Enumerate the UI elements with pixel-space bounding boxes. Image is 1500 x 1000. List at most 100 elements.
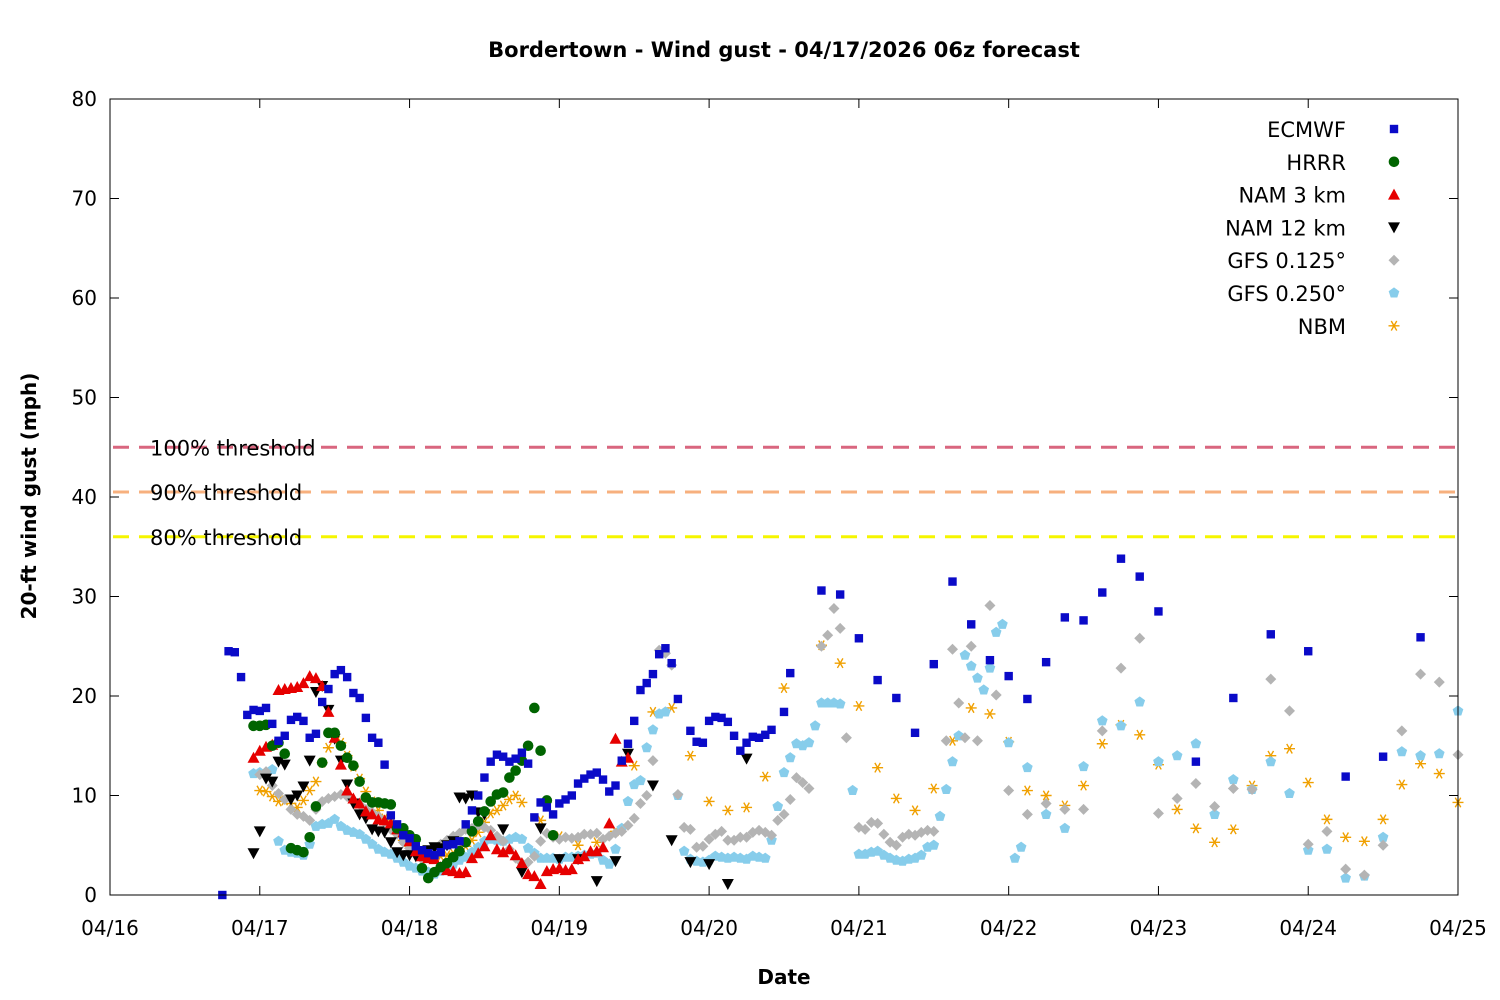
data-point <box>490 843 503 855</box>
data-point <box>416 862 428 874</box>
legend-label: GFS 0.125° <box>1227 249 1346 273</box>
data-point <box>366 808 379 820</box>
x-axis-label: Date <box>757 965 810 989</box>
data-point <box>374 738 383 747</box>
data-point <box>361 713 371 723</box>
data-point <box>1302 777 1314 788</box>
data-point <box>284 794 297 806</box>
data-point <box>641 742 653 753</box>
data-point <box>497 800 509 811</box>
data-point <box>928 839 940 850</box>
data-point <box>355 693 364 703</box>
data-point <box>1096 725 1108 737</box>
data-point <box>1190 778 1202 790</box>
data-point <box>1377 814 1389 825</box>
data-point <box>1227 783 1239 795</box>
data-point <box>1246 784 1258 796</box>
data-point <box>997 618 1008 629</box>
data-point <box>442 841 452 850</box>
data-point <box>497 846 510 858</box>
data-point <box>497 787 509 798</box>
data-point <box>915 849 927 860</box>
data-point <box>740 753 753 765</box>
y-tick-label: 70 <box>72 187 97 211</box>
y-tick-label: 0 <box>84 883 97 907</box>
data-point <box>834 658 846 669</box>
data-point <box>1079 616 1088 625</box>
data-point <box>859 823 871 835</box>
data-point <box>465 852 478 864</box>
data-point <box>736 746 745 755</box>
data-point <box>322 742 334 753</box>
x-tick-label: 04/19 <box>531 916 589 940</box>
data-point <box>717 713 726 723</box>
legend-label: HRRR <box>1286 151 1346 175</box>
data-point <box>722 805 734 816</box>
legend-marker <box>1389 124 1399 134</box>
data-point <box>592 768 601 777</box>
data-point <box>790 772 802 784</box>
data-point <box>616 825 628 837</box>
data-point <box>522 740 534 752</box>
data-point <box>311 729 321 739</box>
data-point <box>459 866 472 878</box>
data-point <box>572 853 585 865</box>
data-point <box>572 840 584 851</box>
data-point <box>335 740 347 752</box>
data-point <box>847 784 858 796</box>
data-point <box>872 817 884 829</box>
data-point <box>1209 837 1221 848</box>
legend-label: NAM 12 km <box>1225 216 1346 240</box>
data-point <box>578 828 590 840</box>
data-point <box>236 672 246 682</box>
data-point <box>684 750 696 761</box>
data-point <box>590 876 603 888</box>
data-point <box>291 790 304 802</box>
data-point <box>1209 800 1221 812</box>
data-point <box>1340 863 1352 875</box>
data-point <box>1171 750 1183 761</box>
data-point <box>459 793 472 805</box>
data-point <box>555 799 564 808</box>
data-point <box>1096 715 1108 726</box>
data-point <box>254 785 266 796</box>
data-point <box>910 728 920 738</box>
data-point <box>772 800 784 811</box>
data-point <box>511 754 520 763</box>
data-point <box>965 702 977 714</box>
data-point <box>1341 772 1350 781</box>
data-point <box>354 776 365 787</box>
data-point <box>480 773 489 782</box>
data-point <box>510 765 521 776</box>
data-point <box>528 850 540 862</box>
data-point <box>411 842 420 851</box>
data-point <box>336 665 346 675</box>
data-point <box>772 814 784 826</box>
data-point <box>329 727 340 739</box>
data-point <box>711 712 720 722</box>
data-point <box>603 858 615 869</box>
data-point <box>243 710 252 720</box>
data-point <box>984 662 996 673</box>
data-point <box>260 786 272 797</box>
data-point <box>479 806 490 817</box>
data-point <box>247 848 260 860</box>
legend-label: NBM <box>1298 315 1346 339</box>
data-point <box>853 700 865 712</box>
legend-marker <box>1388 222 1400 234</box>
data-point <box>661 644 670 653</box>
data-point <box>784 752 796 763</box>
data-point <box>641 790 653 801</box>
data-point <box>635 774 646 786</box>
data-point <box>834 698 846 709</box>
data-point <box>723 717 733 727</box>
data-point <box>297 781 310 793</box>
data-point <box>703 796 715 807</box>
data-point <box>630 716 639 726</box>
data-point <box>605 787 614 796</box>
data-point <box>1190 823 1202 834</box>
data-point <box>565 863 578 875</box>
data-point <box>1096 738 1108 749</box>
data-point <box>553 854 566 866</box>
data-point <box>673 694 683 704</box>
